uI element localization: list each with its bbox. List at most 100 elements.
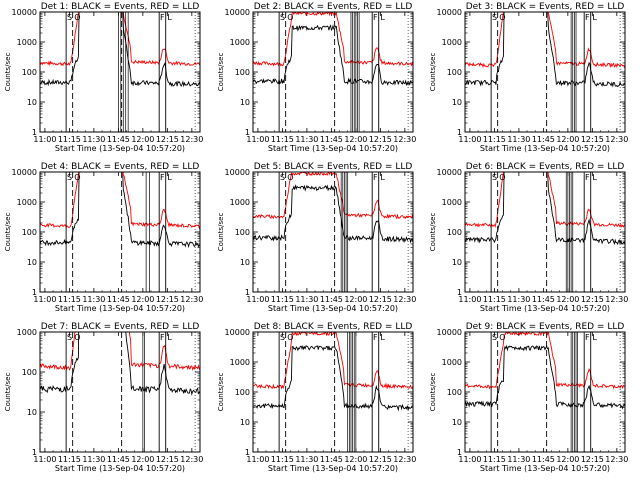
marker-letter: L: [380, 13, 385, 22]
plot-frame: [252, 331, 414, 453]
marker-letter: F: [160, 13, 165, 22]
series-lld-line: [253, 332, 413, 390]
x-tick-label: 11:00: [458, 295, 481, 304]
x-tick-label: 11:00: [458, 455, 481, 464]
x-axis-label: Start Time (13-Sep-04 10:57:20): [268, 464, 398, 473]
series-lld-line: [40, 12, 200, 67]
marker-letter: F: [373, 333, 378, 342]
series-events-line: [465, 12, 625, 88]
x-tick-label: 11:00: [33, 295, 56, 304]
panel-title: Det 5: BLACK = Events, RED = LLD: [254, 162, 413, 172]
y-tick-label: 1000: [442, 358, 462, 367]
marker-letter: O: [499, 13, 505, 22]
y-axis-label: Counts/sec: [4, 213, 12, 252]
x-tick-label: 11:15: [271, 135, 294, 144]
marker-letter: F: [160, 173, 165, 182]
x-tick-label: 12:30: [180, 135, 203, 144]
x-tick-label: 11:00: [33, 455, 56, 464]
x-axis-label: Start Time (13-Sep-04 10:57:20): [55, 464, 185, 473]
y-tick-label: 100: [447, 68, 462, 77]
x-tick-label: 12:15: [156, 295, 179, 304]
x-tick-label: 11:45: [532, 295, 555, 304]
series-lld-line: [40, 332, 200, 372]
y-axis-label: Counts/sec: [429, 373, 437, 412]
y-tick-label: 1: [457, 448, 462, 457]
y-tick-label: 1000: [442, 38, 462, 47]
y-tick-label: 10000: [225, 168, 250, 177]
y-tick-label: 1: [32, 128, 37, 137]
plot-frame: [252, 11, 414, 133]
x-tick-label: 11:30: [295, 295, 318, 304]
detector-panel-2: Det 2: BLACK = Events, RED = LLD Counts/s…: [217, 2, 416, 153]
x-tick-label: 11:45: [532, 455, 555, 464]
y-tick-label: 1000: [230, 358, 250, 367]
marker-letter: L: [380, 173, 385, 182]
marker-letter: F: [585, 13, 590, 22]
marker-letter: S: [280, 173, 285, 182]
series-events-line: [253, 344, 413, 412]
y-tick-label: 100: [22, 68, 37, 77]
marker-letter: O: [74, 173, 80, 182]
series-events-line: [40, 172, 200, 249]
x-tick-label: 12:00: [344, 295, 367, 304]
x-tick-label: 12:15: [156, 135, 179, 144]
x-axis-label: Start Time (13-Sep-04 10:57:20): [480, 304, 610, 313]
y-tick-label: 10: [27, 408, 37, 417]
x-tick-label: 11:45: [107, 295, 130, 304]
x-tick-label: 12:15: [369, 295, 392, 304]
x-tick-label: 11:15: [483, 295, 506, 304]
series-events-line: [465, 172, 625, 246]
x-tick-label: 12:30: [605, 455, 628, 464]
marker-letter: L: [167, 173, 172, 182]
y-tick-label: 100: [235, 228, 250, 237]
y-axis-label: Counts/sec: [217, 213, 225, 252]
plot-frame: [464, 331, 626, 453]
plot-frame: [464, 11, 626, 133]
y-tick-label: 10: [452, 258, 462, 267]
panel-title: Det 8: BLACK = Events, RED = LLD: [254, 322, 413, 332]
x-tick-label: 12:15: [581, 455, 604, 464]
series-events-line: [465, 344, 625, 410]
y-tick-label: 10: [240, 98, 250, 107]
y-axis-label: Counts/sec: [217, 373, 225, 412]
x-tick-label: 12:00: [556, 455, 579, 464]
y-tick-label: 10: [240, 418, 250, 427]
y-tick-label: 10: [27, 258, 37, 267]
marker-letter: F: [585, 173, 590, 182]
y-tick-label: 10000: [437, 8, 462, 17]
marker-letter: S: [280, 13, 285, 22]
y-tick-label: 1: [245, 448, 250, 457]
x-axis-label: Start Time (13-Sep-04 10:57:20): [268, 304, 398, 313]
panel-title: Det 9: BLACK = Events, RED = LLD: [466, 322, 625, 332]
y-tick-label: 100: [447, 228, 462, 237]
x-tick-label: 11:30: [82, 455, 105, 464]
y-tick-label: 1: [32, 448, 37, 457]
x-tick-label: 11:45: [320, 295, 343, 304]
x-tick-label: 11:45: [107, 455, 130, 464]
x-tick-label: 12:00: [131, 135, 154, 144]
y-axis-label: Counts/sec: [4, 373, 12, 412]
y-tick-label: 1000: [17, 198, 37, 207]
x-tick-label: 12:15: [369, 135, 392, 144]
x-tick-label: 11:15: [271, 295, 294, 304]
series-events-line: [40, 12, 200, 88]
marker-letter: S: [492, 13, 497, 22]
x-tick-label: 12:00: [556, 295, 579, 304]
x-tick-label: 12:30: [605, 295, 628, 304]
marker-letter: F: [585, 333, 590, 342]
detector-panel-1: Det 1: BLACK = Events, RED = LLD Counts/s…: [4, 2, 203, 153]
marker-letter: L: [592, 13, 597, 22]
y-tick-label: 1: [457, 288, 462, 297]
y-tick-label: 10: [452, 98, 462, 107]
detector-panel-6: Det 6: BLACK = Events, RED = LLD Counts/s…: [429, 162, 628, 313]
series-lld-line: [40, 172, 200, 230]
x-tick-label: 11:45: [107, 135, 130, 144]
series-lld-line: [253, 12, 413, 67]
x-tick-label: 12:15: [581, 135, 604, 144]
y-tick-label: 10000: [12, 168, 37, 177]
y-axis-label: Counts/sec: [429, 213, 437, 252]
detector-panel-4: Det 4: BLACK = Events, RED = LLD Counts/s…: [4, 162, 203, 313]
plot-frame: [39, 331, 201, 453]
marker-letter: L: [167, 333, 172, 342]
y-tick-label: 100: [22, 368, 37, 377]
